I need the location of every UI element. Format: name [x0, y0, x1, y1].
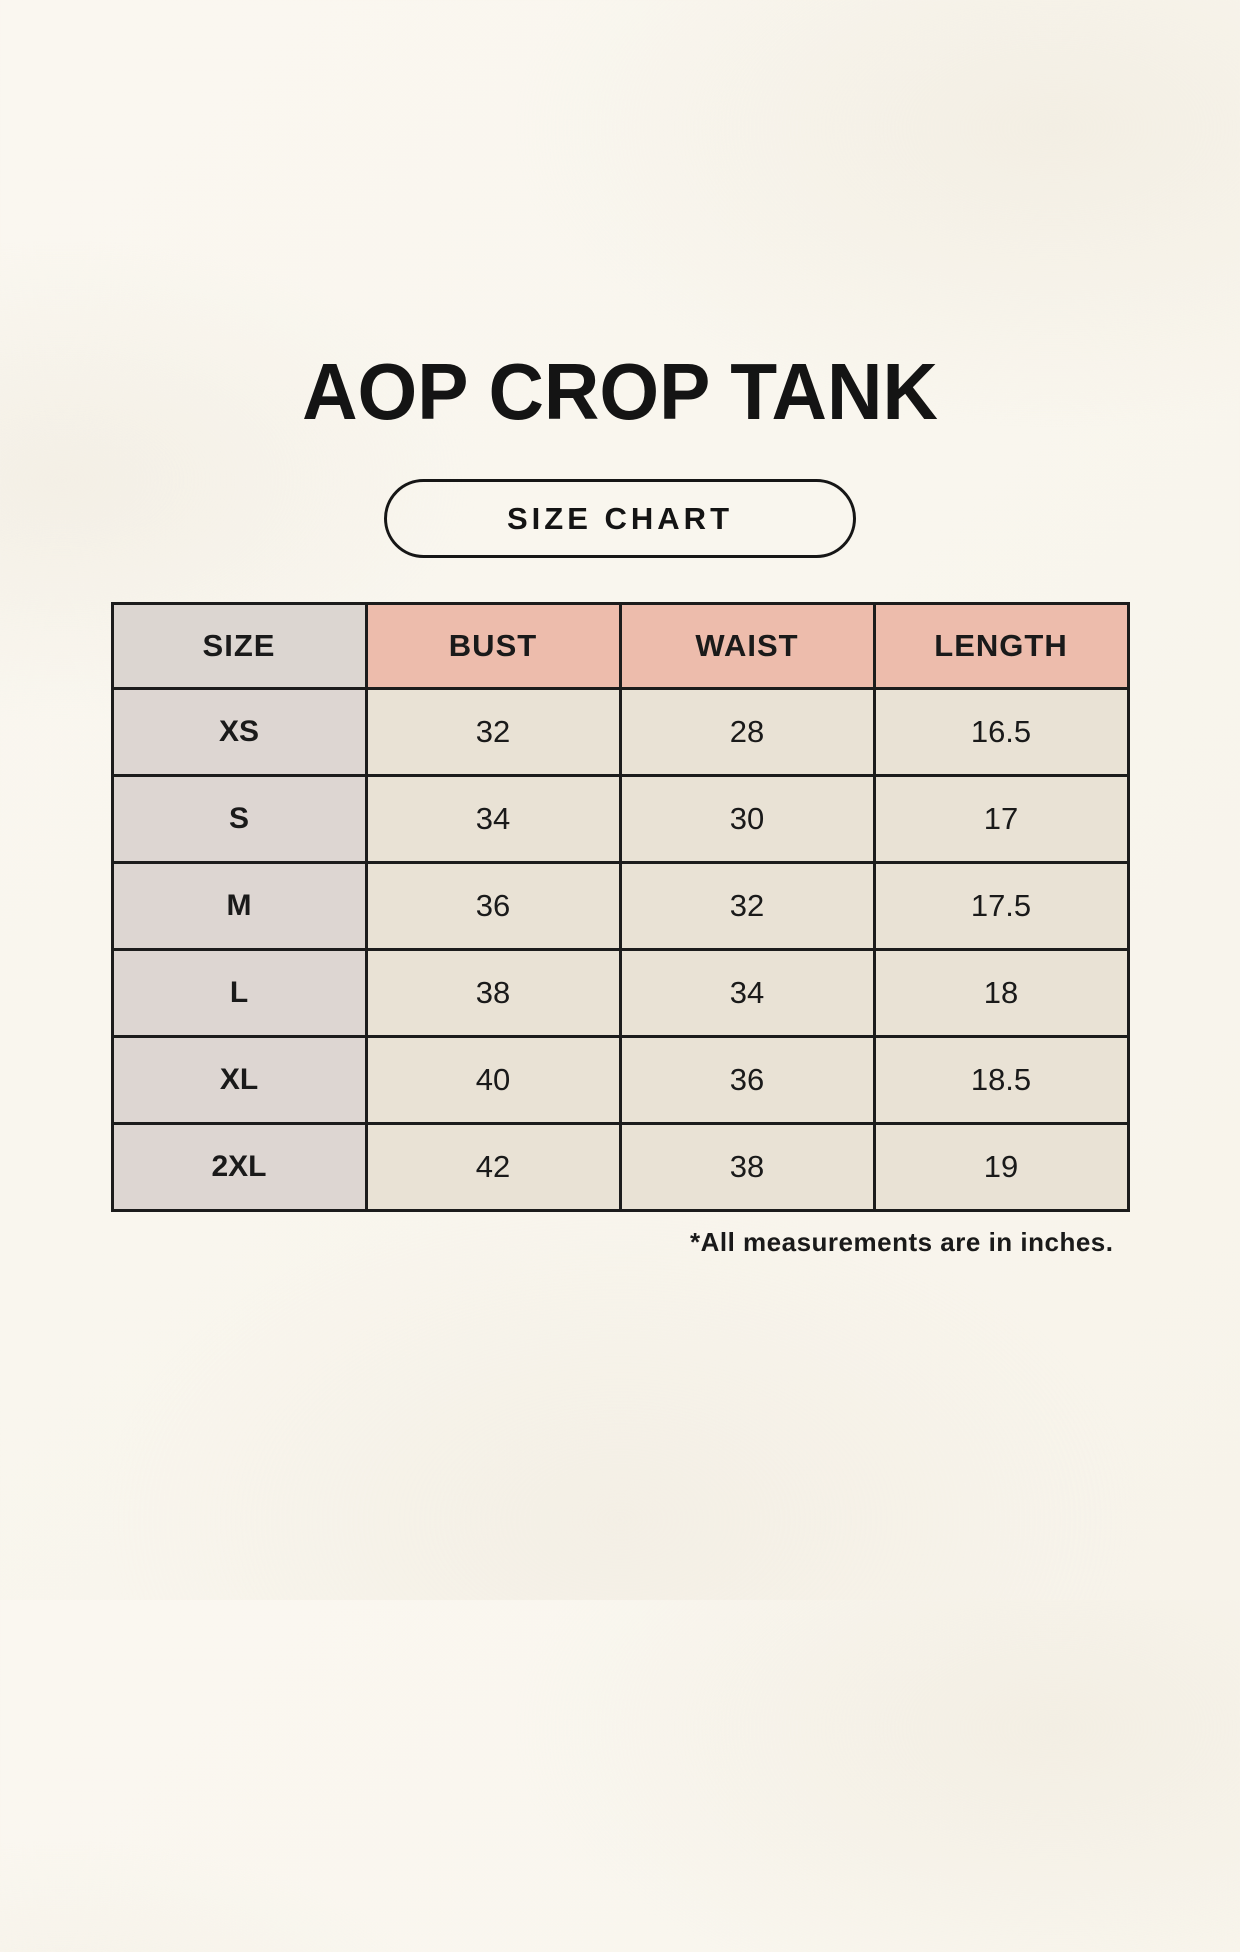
size-label-xs: XS	[110, 687, 368, 777]
size-label-xl: XL	[110, 1035, 368, 1125]
header-row: SIZE BUST WAIST LENGTH	[110, 602, 1130, 690]
header-cell-size: SIZE	[110, 602, 368, 690]
bust-value: 34	[364, 774, 622, 864]
length-value: 18	[872, 948, 1130, 1038]
size-label-m: M	[110, 861, 368, 951]
waist-value: 30	[618, 774, 876, 864]
size-label-l: L	[110, 948, 368, 1038]
table-row: L 38 34 18	[110, 948, 1130, 1038]
size-chart-badge-label: SIZE CHART	[507, 500, 733, 536]
length-value: 18.5	[872, 1035, 1130, 1125]
badge-container: SIZE CHART	[0, 479, 1240, 558]
table-row: 2XL 42 38 19	[110, 1122, 1130, 1212]
header-cell-length: LENGTH	[872, 602, 1130, 690]
table-row: XS 32 28 16.5	[110, 687, 1130, 777]
bust-value: 32	[364, 687, 622, 777]
size-label-s: S	[110, 774, 368, 864]
measurements-footnote: *All measurements are in inches.	[689, 1227, 1114, 1257]
size-table: SIZE BUST WAIST LENGTH XS 32 28 16.5 S 3…	[110, 602, 1130, 1212]
size-chart-page: AOP CROP TANK SIZE CHART SIZE BUST WAIST…	[0, 352, 1240, 1952]
length-value: 17.5	[872, 861, 1130, 951]
length-value: 16.5	[872, 687, 1130, 777]
bust-value: 36	[364, 861, 622, 951]
table-row: S 34 30 17	[110, 774, 1130, 864]
header-cell-bust: BUST	[364, 602, 622, 690]
waist-value: 32	[618, 861, 876, 951]
waist-value: 36	[618, 1035, 876, 1125]
page-title: AOP CROP TANK	[302, 347, 938, 436]
waist-value: 38	[618, 1122, 876, 1212]
bust-value: 40	[364, 1035, 622, 1125]
length-value: 17	[872, 774, 1130, 864]
length-value: 19	[872, 1122, 1130, 1212]
size-table-body: XS 32 28 16.5 S 34 30 17 M 36 32 17.5	[110, 687, 1130, 1212]
bust-value: 42	[364, 1122, 622, 1212]
size-chart-badge: SIZE CHART	[384, 479, 856, 558]
bust-value: 38	[364, 948, 622, 1038]
table-row: XL 40 36 18.5	[110, 1035, 1130, 1125]
header-cell-waist: WAIST	[618, 602, 876, 690]
waist-value: 34	[618, 948, 876, 1038]
size-table-container: SIZE BUST WAIST LENGTH XS 32 28 16.5 S 3…	[110, 602, 1130, 1212]
waist-value: 28	[618, 687, 876, 777]
size-label-2xl: 2XL	[110, 1122, 368, 1212]
size-table-header: SIZE BUST WAIST LENGTH	[110, 602, 1130, 690]
table-row: M 36 32 17.5	[110, 861, 1130, 951]
